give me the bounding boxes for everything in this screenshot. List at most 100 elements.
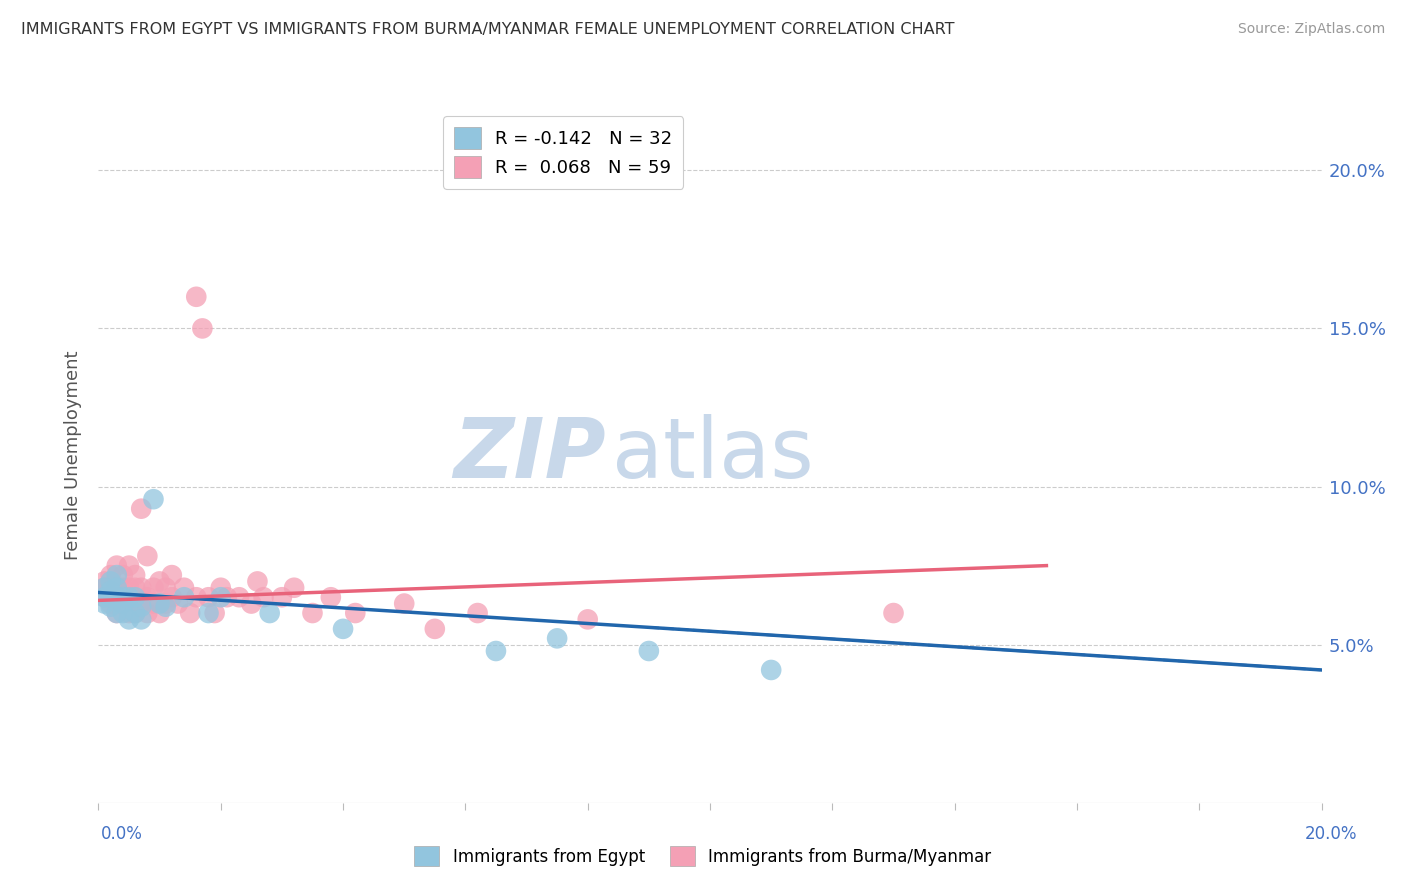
- Point: [111, 597, 134, 611]
- Point: [637, 644, 661, 658]
- Point: [118, 591, 141, 605]
- Point: [100, 599, 122, 614]
- Point: [118, 606, 141, 620]
- Point: [93, 597, 115, 611]
- Point: [197, 591, 219, 605]
- Point: [179, 606, 201, 620]
- Point: [129, 597, 152, 611]
- Point: [100, 591, 122, 605]
- Point: [883, 606, 905, 620]
- Point: [149, 606, 172, 620]
- Text: atlas: atlas: [612, 415, 814, 495]
- Point: [100, 591, 122, 605]
- Point: [129, 501, 152, 516]
- Point: [467, 606, 489, 620]
- Point: [759, 663, 782, 677]
- Point: [160, 591, 183, 605]
- Point: [136, 606, 159, 620]
- Point: [228, 591, 250, 605]
- Point: [142, 492, 165, 507]
- Point: [105, 558, 128, 573]
- Point: [240, 597, 263, 611]
- Point: [332, 622, 354, 636]
- Point: [209, 591, 232, 605]
- Point: [111, 606, 134, 620]
- Text: ZIP: ZIP: [453, 415, 606, 495]
- Point: [392, 597, 416, 611]
- Point: [105, 591, 128, 605]
- Point: [215, 591, 238, 605]
- Point: [100, 583, 122, 598]
- Point: [93, 581, 115, 595]
- Legend: R = -0.142   N = 32, R =  0.068   N = 59: R = -0.142 N = 32, R = 0.068 N = 59: [443, 116, 683, 189]
- Point: [209, 581, 232, 595]
- Point: [124, 581, 146, 595]
- Point: [301, 606, 323, 620]
- Point: [129, 599, 152, 614]
- Point: [124, 606, 146, 620]
- Point: [118, 581, 141, 595]
- Point: [105, 581, 128, 595]
- Point: [186, 290, 208, 304]
- Point: [124, 606, 146, 620]
- Point: [155, 599, 177, 614]
- Point: [259, 606, 281, 620]
- Point: [149, 574, 172, 589]
- Point: [100, 574, 122, 589]
- Point: [111, 591, 134, 605]
- Point: [100, 581, 122, 595]
- Point: [100, 597, 122, 611]
- Point: [100, 568, 122, 582]
- Point: [105, 606, 128, 620]
- Point: [105, 591, 128, 605]
- Point: [173, 581, 195, 595]
- Legend: Immigrants from Egypt, Immigrants from Burma/Myanmar: Immigrants from Egypt, Immigrants from B…: [408, 839, 998, 873]
- Point: [283, 581, 305, 595]
- Point: [142, 597, 165, 611]
- Point: [149, 597, 172, 611]
- Point: [270, 591, 292, 605]
- Point: [319, 591, 342, 605]
- Text: IMMIGRANTS FROM EGYPT VS IMMIGRANTS FROM BURMA/MYANMAR FEMALE UNEMPLOYMENT CORRE: IMMIGRANTS FROM EGYPT VS IMMIGRANTS FROM…: [21, 22, 955, 37]
- Point: [129, 581, 152, 595]
- Point: [142, 581, 165, 595]
- Point: [546, 632, 568, 646]
- Point: [118, 591, 141, 605]
- Point: [93, 591, 115, 605]
- Point: [344, 606, 367, 620]
- Point: [105, 606, 128, 620]
- Y-axis label: Female Unemployment: Female Unemployment: [63, 351, 82, 559]
- Point: [246, 574, 269, 589]
- Point: [124, 591, 146, 605]
- Text: Source: ZipAtlas.com: Source: ZipAtlas.com: [1237, 22, 1385, 37]
- Point: [204, 606, 226, 620]
- Point: [136, 549, 159, 563]
- Point: [111, 581, 134, 595]
- Point: [118, 612, 141, 626]
- Point: [111, 568, 134, 582]
- Point: [93, 581, 115, 595]
- Point: [197, 606, 219, 620]
- Point: [105, 568, 128, 582]
- Text: 20.0%: 20.0%: [1305, 825, 1357, 843]
- Point: [118, 558, 141, 573]
- Point: [252, 591, 274, 605]
- Point: [173, 591, 195, 605]
- Point: [111, 597, 134, 611]
- Text: 0.0%: 0.0%: [101, 825, 143, 843]
- Point: [124, 568, 146, 582]
- Point: [576, 612, 599, 626]
- Point: [105, 581, 128, 595]
- Point: [485, 644, 508, 658]
- Point: [186, 591, 208, 605]
- Point: [93, 574, 115, 589]
- Point: [191, 321, 214, 335]
- Point: [155, 597, 177, 611]
- Point: [160, 568, 183, 582]
- Point: [423, 622, 446, 636]
- Point: [93, 591, 115, 605]
- Point: [129, 612, 152, 626]
- Point: [136, 591, 159, 605]
- Point: [167, 597, 190, 611]
- Point: [155, 581, 177, 595]
